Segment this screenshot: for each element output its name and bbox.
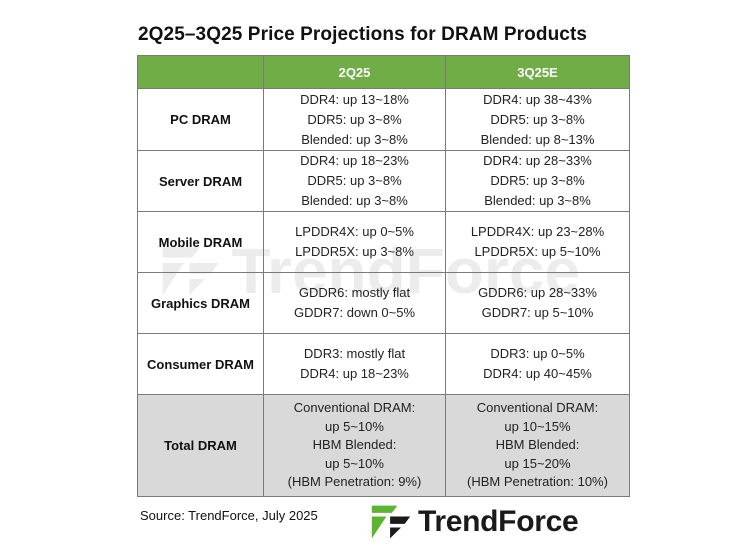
value-line: Conventional DRAM: <box>293 400 416 416</box>
price-projection-table: 2Q25 3Q25E PC DRAM DDR4: up 13~18% DDR5:… <box>137 55 630 497</box>
table-row-total-dram: Total DRAM Conventional DRAM: up 5~10% H… <box>137 394 630 497</box>
category-cell: Server DRAM <box>137 150 264 212</box>
value-line: up 10~15% <box>504 418 571 434</box>
table-row-mobile-dram: Mobile DRAM LPDDR4X: up 0~5% LPDDR5X: up… <box>137 211 630 273</box>
table-row-pc-dram: PC DRAM DDR4: up 13~18% DDR5: up 3~8% Bl… <box>137 88 630 151</box>
source-note: Source: TrendForce, July 2025 <box>140 508 318 523</box>
value-cell-2q25: Conventional DRAM: up 5~10% HBM Blended:… <box>263 394 446 497</box>
value-cell-3q25e: DDR3: up 0~5% DDR4: up 40~45% <box>445 333 630 395</box>
value-line: DDR5: up 3~8% <box>307 111 402 127</box>
value-line: DDR4: up 18~23% <box>300 366 409 381</box>
header-2q25: 2Q25 <box>263 55 446 89</box>
value-line: DDR4: up 18~23% <box>300 153 409 168</box>
value-line: LPDDR5X: up 3~8% <box>295 244 414 259</box>
value-line: GDDR7: down 0~5% <box>293 305 416 320</box>
value-line: up 15~20% <box>504 455 571 471</box>
value-cell-3q25e: Conventional DRAM: up 10~15% HBM Blended… <box>445 394 630 497</box>
value-line: HBM Blended: <box>312 437 397 453</box>
value-line: (HBM Penetration: 10%) <box>467 474 608 490</box>
value-line: Blended: up 8~13% <box>480 131 595 147</box>
header-corner-cell <box>137 55 264 89</box>
value-line: Blended: up 3~8% <box>301 193 408 208</box>
value-cell-2q25: LPDDR4X: up 0~5% LPDDR5X: up 3~8% <box>263 211 446 273</box>
value-cell-3q25e: LPDDR4X: up 23~28% LPDDR5X: up 5~10% <box>445 211 630 273</box>
value-line: LPDDR4X: up 0~5% <box>295 224 414 239</box>
value-line: GDDR6: mostly flat <box>298 285 411 300</box>
category-cell: Graphics DRAM <box>137 272 264 334</box>
trendforce-logo-icon <box>371 505 411 539</box>
value-line: DDR3: up 0~5% <box>490 346 585 361</box>
value-line: up 5~10% <box>325 455 384 471</box>
category-cell: Consumer DRAM <box>137 333 264 395</box>
category-cell: PC DRAM <box>137 88 264 151</box>
value-line: GDDR6: up 28~33% <box>478 285 597 300</box>
value-line: HBM Blended: <box>495 437 580 453</box>
value-line: Blended: up 3~8% <box>484 193 591 208</box>
value-line: GDDR7: up 5~10% <box>481 305 594 320</box>
value-cell-2q25: DDR3: mostly flat DDR4: up 18~23% <box>263 333 446 395</box>
page-title: 2Q25–3Q25 Price Projections for DRAM Pro… <box>138 24 588 45</box>
trendforce-logo: TrendForce <box>370 500 579 544</box>
value-line: LPDDR5X: up 5~10% <box>474 244 601 259</box>
value-line: DDR5: up 3~8% <box>490 173 585 188</box>
table-header-row: 2Q25 3Q25E <box>137 55 630 89</box>
value-cell-3q25e: DDR4: up 28~33% DDR5: up 3~8% Blended: u… <box>445 150 630 212</box>
value-cell-2q25: DDR4: up 13~18% DDR5: up 3~8% Blended: u… <box>263 88 446 151</box>
value-line: DDR3: mostly flat <box>303 346 406 361</box>
value-line: up 5~10% <box>325 418 384 434</box>
logo-text: TrendForce <box>418 505 579 538</box>
value-line: DDR5: up 3~8% <box>307 173 402 188</box>
value-line: Conventional DRAM: <box>476 400 599 416</box>
table-row-server-dram: Server DRAM DDR4: up 18~23% DDR5: up 3~8… <box>137 150 630 212</box>
value-line: DDR4: up 13~18% <box>300 91 409 107</box>
value-line: Blended: up 3~8% <box>301 131 408 147</box>
value-line: DDR4: up 28~33% <box>483 153 592 168</box>
value-line: DDR5: up 3~8% <box>490 111 585 127</box>
value-line: DDR4: up 40~45% <box>483 366 592 381</box>
table-row-graphics-dram: Graphics DRAM GDDR6: mostly flat GDDR7: … <box>137 272 630 334</box>
category-cell: Total DRAM <box>137 394 264 497</box>
table-row-consumer-dram: Consumer DRAM DDR3: mostly flat DDR4: up… <box>137 333 630 395</box>
value-line: (HBM Penetration: 9%) <box>287 474 422 490</box>
value-cell-3q25e: DDR4: up 38~43% DDR5: up 3~8% Blended: u… <box>445 88 630 151</box>
value-cell-2q25: DDR4: up 18~23% DDR5: up 3~8% Blended: u… <box>263 150 446 212</box>
value-line: LPDDR4X: up 23~28% <box>470 224 605 239</box>
value-cell-2q25: GDDR6: mostly flat GDDR7: down 0~5% <box>263 272 446 334</box>
header-3q25e: 3Q25E <box>445 55 630 89</box>
category-cell: Mobile DRAM <box>137 211 264 273</box>
value-cell-3q25e: GDDR6: up 28~33% GDDR7: up 5~10% <box>445 272 630 334</box>
value-line: DDR4: up 38~43% <box>483 91 592 107</box>
